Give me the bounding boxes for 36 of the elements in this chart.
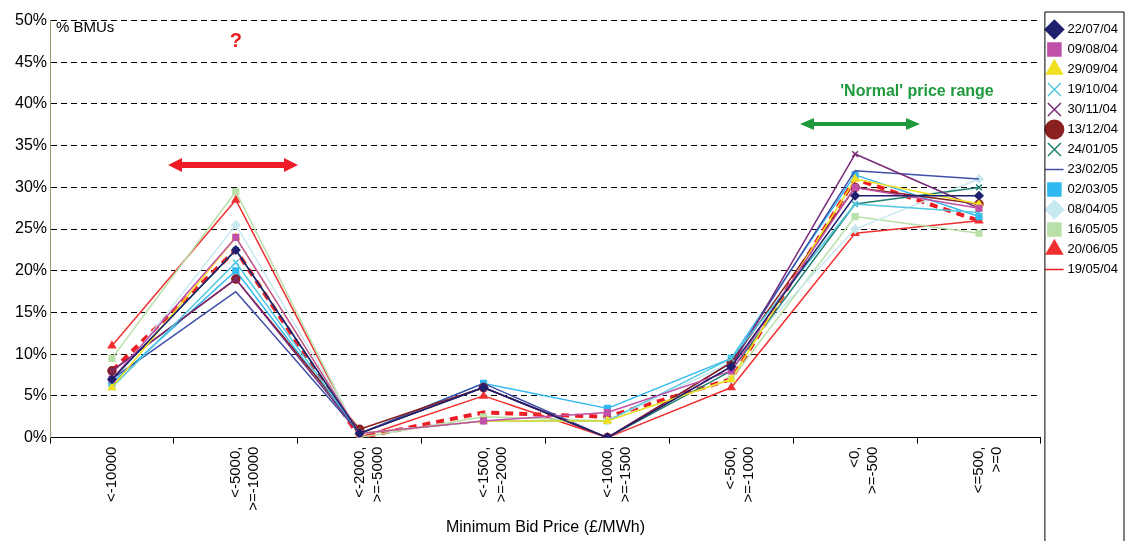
annotation: 'Normal' price range xyxy=(840,81,994,99)
legend-label: 16/05/05 xyxy=(1067,221,1119,237)
y-tick-label: 15% xyxy=(14,302,48,320)
y-tick-label: 10% xyxy=(14,344,48,362)
y-tick-label: 20% xyxy=(14,261,48,279)
x-tick-label: <-2000, >=-5000 xyxy=(349,446,385,503)
x-tick-label: <=500, >=0 xyxy=(969,446,1005,494)
x-tick-label: <-1000, >=-1500 xyxy=(597,446,633,503)
legend-label: 19/05/04 xyxy=(1067,261,1119,277)
x-tick-label: <-1500, >=-2000 xyxy=(473,446,509,503)
x-tick-label: <-10000 xyxy=(102,446,120,503)
legend-label: 20/06/05 xyxy=(1067,241,1119,257)
legend-label: 13/12/04 xyxy=(1067,121,1119,137)
x-axis-title: Minimum Bid Price (£/MWh) xyxy=(445,517,646,535)
x-tick-label: <-5000, >=-10000 xyxy=(225,446,261,511)
x-tick-label: <0, >=-500 xyxy=(845,446,881,495)
y-tick-label: 25% xyxy=(14,219,48,237)
y-tick-label: 45% xyxy=(14,52,48,70)
legend-label: 02/03/05 xyxy=(1067,181,1119,197)
legend-label: 19/10/04 xyxy=(1067,81,1119,97)
legend-label: 30/11/04 xyxy=(1067,101,1118,117)
legend-label: 24/01/05 xyxy=(1067,141,1119,157)
legend-label: 22/07/04 xyxy=(1067,21,1119,37)
legend-label: 09/08/04 xyxy=(1067,41,1119,57)
y-tick-label: 0% xyxy=(23,427,48,445)
y-tick-label: 30% xyxy=(14,177,48,195)
y-tick-label: 5% xyxy=(23,386,48,404)
legend-label: 23/02/05 xyxy=(1067,161,1119,177)
annotation: ? xyxy=(229,28,242,51)
y-axis-title: % BMUs xyxy=(56,17,115,35)
legend-label: 29/09/04 xyxy=(1067,61,1119,77)
x-tick-label: <-500, >=-1000 xyxy=(721,446,757,503)
y-tick-label: 50% xyxy=(14,11,48,29)
y-tick-label: 35% xyxy=(14,136,48,154)
y-tick-label: 40% xyxy=(14,94,48,112)
legend-label: 08/04/05 xyxy=(1067,201,1119,217)
